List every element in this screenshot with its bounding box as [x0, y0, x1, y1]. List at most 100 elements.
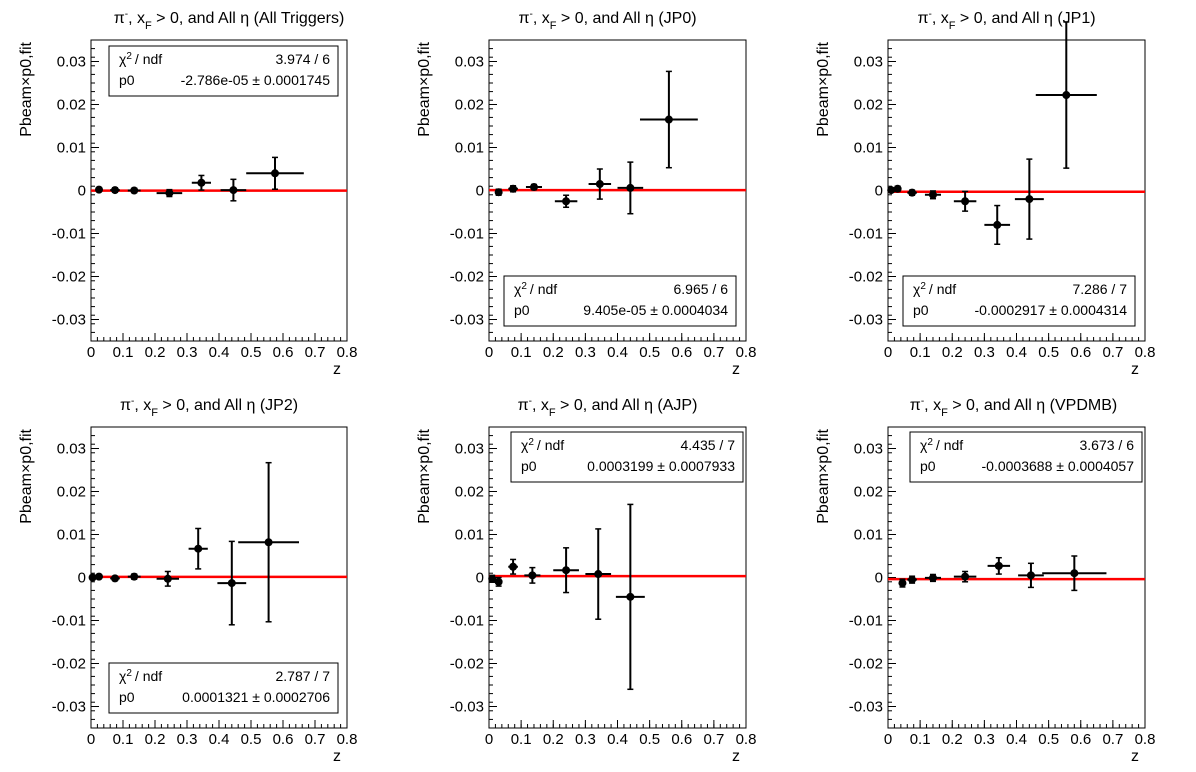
- x-tick-label: 0.6: [273, 344, 294, 361]
- data-point: [928, 573, 937, 582]
- y-tick-label: 0.03: [854, 54, 883, 71]
- x-axis-label: z: [1131, 361, 1139, 378]
- x-axis-label: z: [1131, 748, 1139, 765]
- y-tick-label: -0.01: [450, 613, 484, 630]
- title-rest: > 0, and All η (AJP): [556, 397, 698, 414]
- data-point: [908, 575, 917, 584]
- title-sup: -: [530, 9, 533, 20]
- title-pi: π: [120, 397, 131, 414]
- x-tick-label: 0.1: [113, 731, 134, 748]
- y-tick-label: 0: [875, 183, 883, 200]
- x-tick-label: 0.1: [511, 731, 532, 748]
- chart-title: π-, xF > 0, and All η (AJP): [518, 396, 698, 419]
- data-point: [271, 169, 279, 178]
- chart-panel-1: π-, xF > 0, and All η (All Triggers)-0.0…: [18, 9, 357, 378]
- chart-panel-6: π-, xF > 0, and All η (VPDMB)-0.03-0.02-…: [815, 396, 1155, 765]
- x-tick-label: 0.1: [910, 731, 931, 748]
- chi2-ndf-text: / ndf: [530, 281, 557, 297]
- y-tick-label: 0.02: [854, 97, 883, 114]
- chi2-ndf-label: χ2/ ndf: [913, 281, 956, 297]
- p0-label: p0: [514, 302, 530, 318]
- chi-symbol: χ: [514, 281, 522, 297]
- x-tick-label: 0.7: [703, 731, 724, 748]
- data-point: [229, 186, 238, 195]
- x-tick-label: 0.7: [305, 344, 326, 361]
- y-tick-label: -0.03: [450, 312, 484, 329]
- y-tick-label: 0.02: [57, 97, 86, 114]
- p0-label: p0: [521, 458, 537, 474]
- x-tick-label: 0.1: [910, 344, 931, 361]
- y-tick-label: -0.02: [849, 269, 883, 286]
- p0-value: 9.405e-05 ± 0.0004034: [583, 302, 728, 318]
- x-tick-label: 0.2: [145, 344, 166, 361]
- y-tick-label: -0.03: [849, 312, 883, 329]
- x-tick-label: 0.3: [575, 344, 596, 361]
- title-x: , x: [924, 397, 941, 414]
- chi2-ndf-value: 6.965 / 6: [674, 281, 729, 297]
- x-tick-label: 0.3: [177, 731, 198, 748]
- x-tick-label: 0.5: [1038, 731, 1059, 748]
- data-point: [227, 579, 236, 588]
- chi2-ndf-label: χ2/ ndf: [119, 51, 162, 67]
- title-pi: π: [518, 10, 529, 27]
- chi2-ndf-value: 7.286 / 7: [1073, 281, 1128, 297]
- chi-symbol: χ: [913, 281, 921, 297]
- x-tick-label: 0: [884, 344, 892, 361]
- x-axis-label: z: [732, 361, 740, 378]
- x-axis-label: z: [333, 361, 341, 378]
- x-tick-label: 0.2: [543, 731, 564, 748]
- title-sub: F: [145, 20, 152, 32]
- data-point: [562, 566, 571, 575]
- x-tick-label: 0.1: [511, 344, 532, 361]
- data-point: [509, 562, 518, 571]
- chart-panel-5: π-, xF > 0, and All η (AJP)- 0.03 -0.02 -0.…: [416, 396, 756, 765]
- chi2-ndf-text: / ndf: [135, 668, 162, 684]
- y-tick-label: -0.02: [450, 269, 484, 286]
- x-axis-label: z: [732, 748, 740, 765]
- y-tick-label: 0.02: [57, 484, 86, 501]
- stats-box: [902, 275, 1136, 327]
- chi-squared-sup: 2: [528, 437, 534, 448]
- chart-panel-4: π-, xF > 0, and All η (JP2)-0.03-0.02-0.…: [18, 396, 357, 765]
- y-tick-label: 0.01: [455, 140, 484, 157]
- title-rest: > 0, and All η (JP0): [556, 10, 696, 27]
- data-point: [163, 574, 172, 583]
- data-point: [1025, 195, 1034, 204]
- y-tick-label: 0: [875, 570, 883, 587]
- title-pi: π: [114, 10, 125, 27]
- chi2-ndf-value: 2.787 / 7: [276, 668, 331, 684]
- x-tick-label: 0.6: [671, 344, 692, 361]
- x-tick-label: 0.7: [305, 731, 326, 748]
- x-axis-label: z: [333, 748, 341, 765]
- stats-box: [909, 431, 1143, 483]
- stats-box: [108, 45, 339, 97]
- x-tick-label: 0.2: [942, 731, 963, 748]
- y-tick-label: 0: [476, 183, 484, 200]
- x-tick-label: 0.4: [607, 731, 628, 748]
- chi2-ndf-text: / ndf: [936, 437, 963, 453]
- title-x: , x: [134, 397, 151, 414]
- title-sup: -: [929, 9, 932, 20]
- title-sub: F: [151, 407, 158, 419]
- x-tick-label: 0: [87, 344, 95, 361]
- chi2-ndf-label: χ2/ ndf: [119, 668, 162, 684]
- title-rest: > 0, and All η (JP1): [955, 10, 1095, 27]
- y-axis-label: Pbeam×p0,fit: [416, 428, 433, 523]
- chi-squared-sup: 2: [920, 281, 926, 292]
- y-tick-label: 0.02: [455, 97, 484, 114]
- title-sup: -: [529, 396, 532, 407]
- chart-title: π-, xF > 0, and All η (JP0): [518, 9, 696, 32]
- chi2-ndf-text: / ndf: [135, 51, 162, 67]
- y-tick-label: -0.01: [849, 613, 883, 630]
- data-point: [594, 570, 603, 579]
- y-tick-label: -0.01: [849, 226, 883, 243]
- y-tick-label: 0.03: [57, 54, 86, 71]
- y-tick-label: 0.03: [455, 441, 484, 458]
- title-x: , x: [533, 10, 550, 27]
- y-tick-label: -0.02: [450, 656, 484, 673]
- x-tick-label: 0.5: [639, 731, 660, 748]
- y-axis-label: Pbeam×p0,fit: [416, 41, 433, 136]
- x-tick-label: 0: [485, 731, 493, 748]
- y-tick-label: -0.01: [52, 613, 86, 630]
- x-tick-label: 0.8: [1135, 731, 1156, 748]
